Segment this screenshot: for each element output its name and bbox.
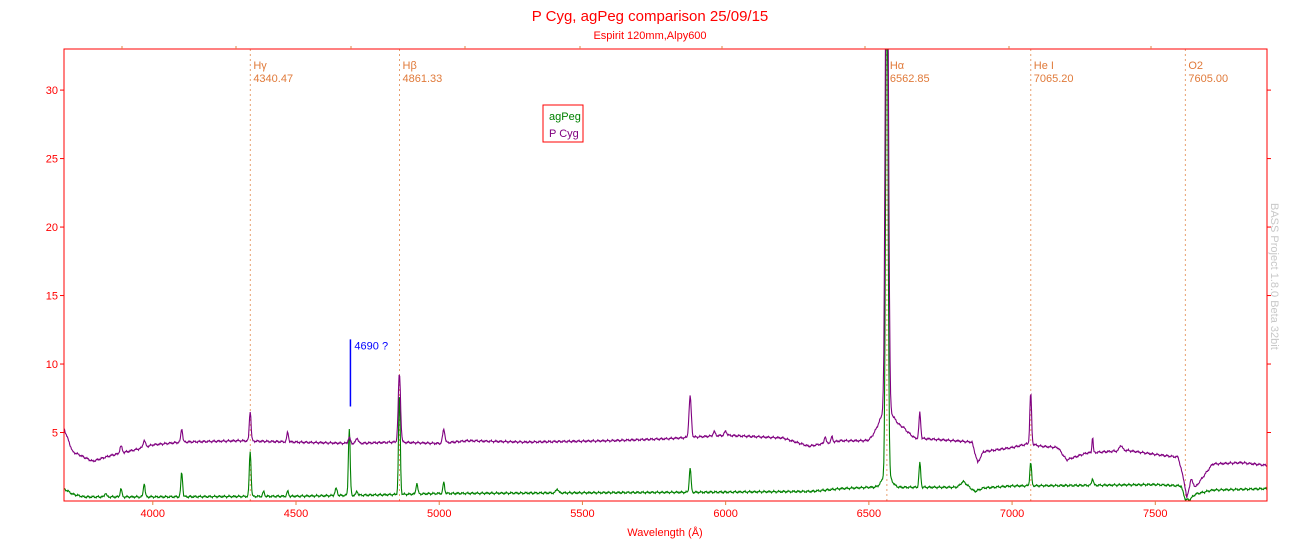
marker-name: O2: [1188, 60, 1203, 72]
x-tick-label: 7000: [1000, 508, 1024, 520]
marker-wavelength: 6562.85: [890, 73, 930, 85]
y-tick-label: 15: [46, 291, 58, 303]
x-tick-label: 5000: [427, 508, 451, 520]
marker-name: He I: [1034, 60, 1054, 72]
legend: agPeg P Cyg: [542, 104, 584, 143]
watermark: BASS Project 1.8.0 Beta 32bit: [1268, 203, 1280, 350]
marker-wavelength: 7065.20: [1034, 73, 1074, 85]
legend-item-pcyg: P Cyg: [549, 128, 579, 140]
x-tick-label: 6000: [713, 508, 737, 520]
chart-subtitle: Espirit 120mm,Alpy600: [593, 30, 706, 42]
series-line-p-cyg: [64, 49, 1267, 498]
legend-item-agpeg: agPeg: [549, 111, 581, 123]
x-tick-label: 6500: [857, 508, 881, 520]
y-tick-label: 10: [46, 359, 58, 371]
x-axis-title: Wavelength (Å): [627, 526, 702, 539]
x-tick-label: 7500: [1143, 508, 1167, 520]
marker-name: Hγ: [253, 60, 267, 72]
y-tick-label: 25: [46, 154, 58, 166]
marker-wavelength: 4340.47: [253, 73, 293, 85]
plot-frame: [63, 48, 1268, 502]
x-tick-label: 5500: [570, 508, 594, 520]
y-tick-label: 5: [52, 428, 58, 440]
marker-wavelength: 7605.00: [1188, 73, 1228, 85]
chart-title: P Cyg, agPeg comparison 25/09/15: [532, 8, 769, 25]
legend-box: [542, 104, 584, 143]
annotation-label: 4690 ?: [354, 340, 388, 352]
x-tick-label: 4000: [141, 508, 165, 520]
y-tick-label: 20: [46, 222, 58, 234]
series-line-agpeg: [64, 49, 1267, 501]
marker-name: Hβ: [403, 60, 417, 72]
y-tick-label: 30: [46, 85, 58, 97]
marker-wavelength: 4861.33: [403, 73, 443, 85]
marker-name: Hα: [890, 60, 905, 72]
x-tick-label: 4500: [284, 508, 308, 520]
